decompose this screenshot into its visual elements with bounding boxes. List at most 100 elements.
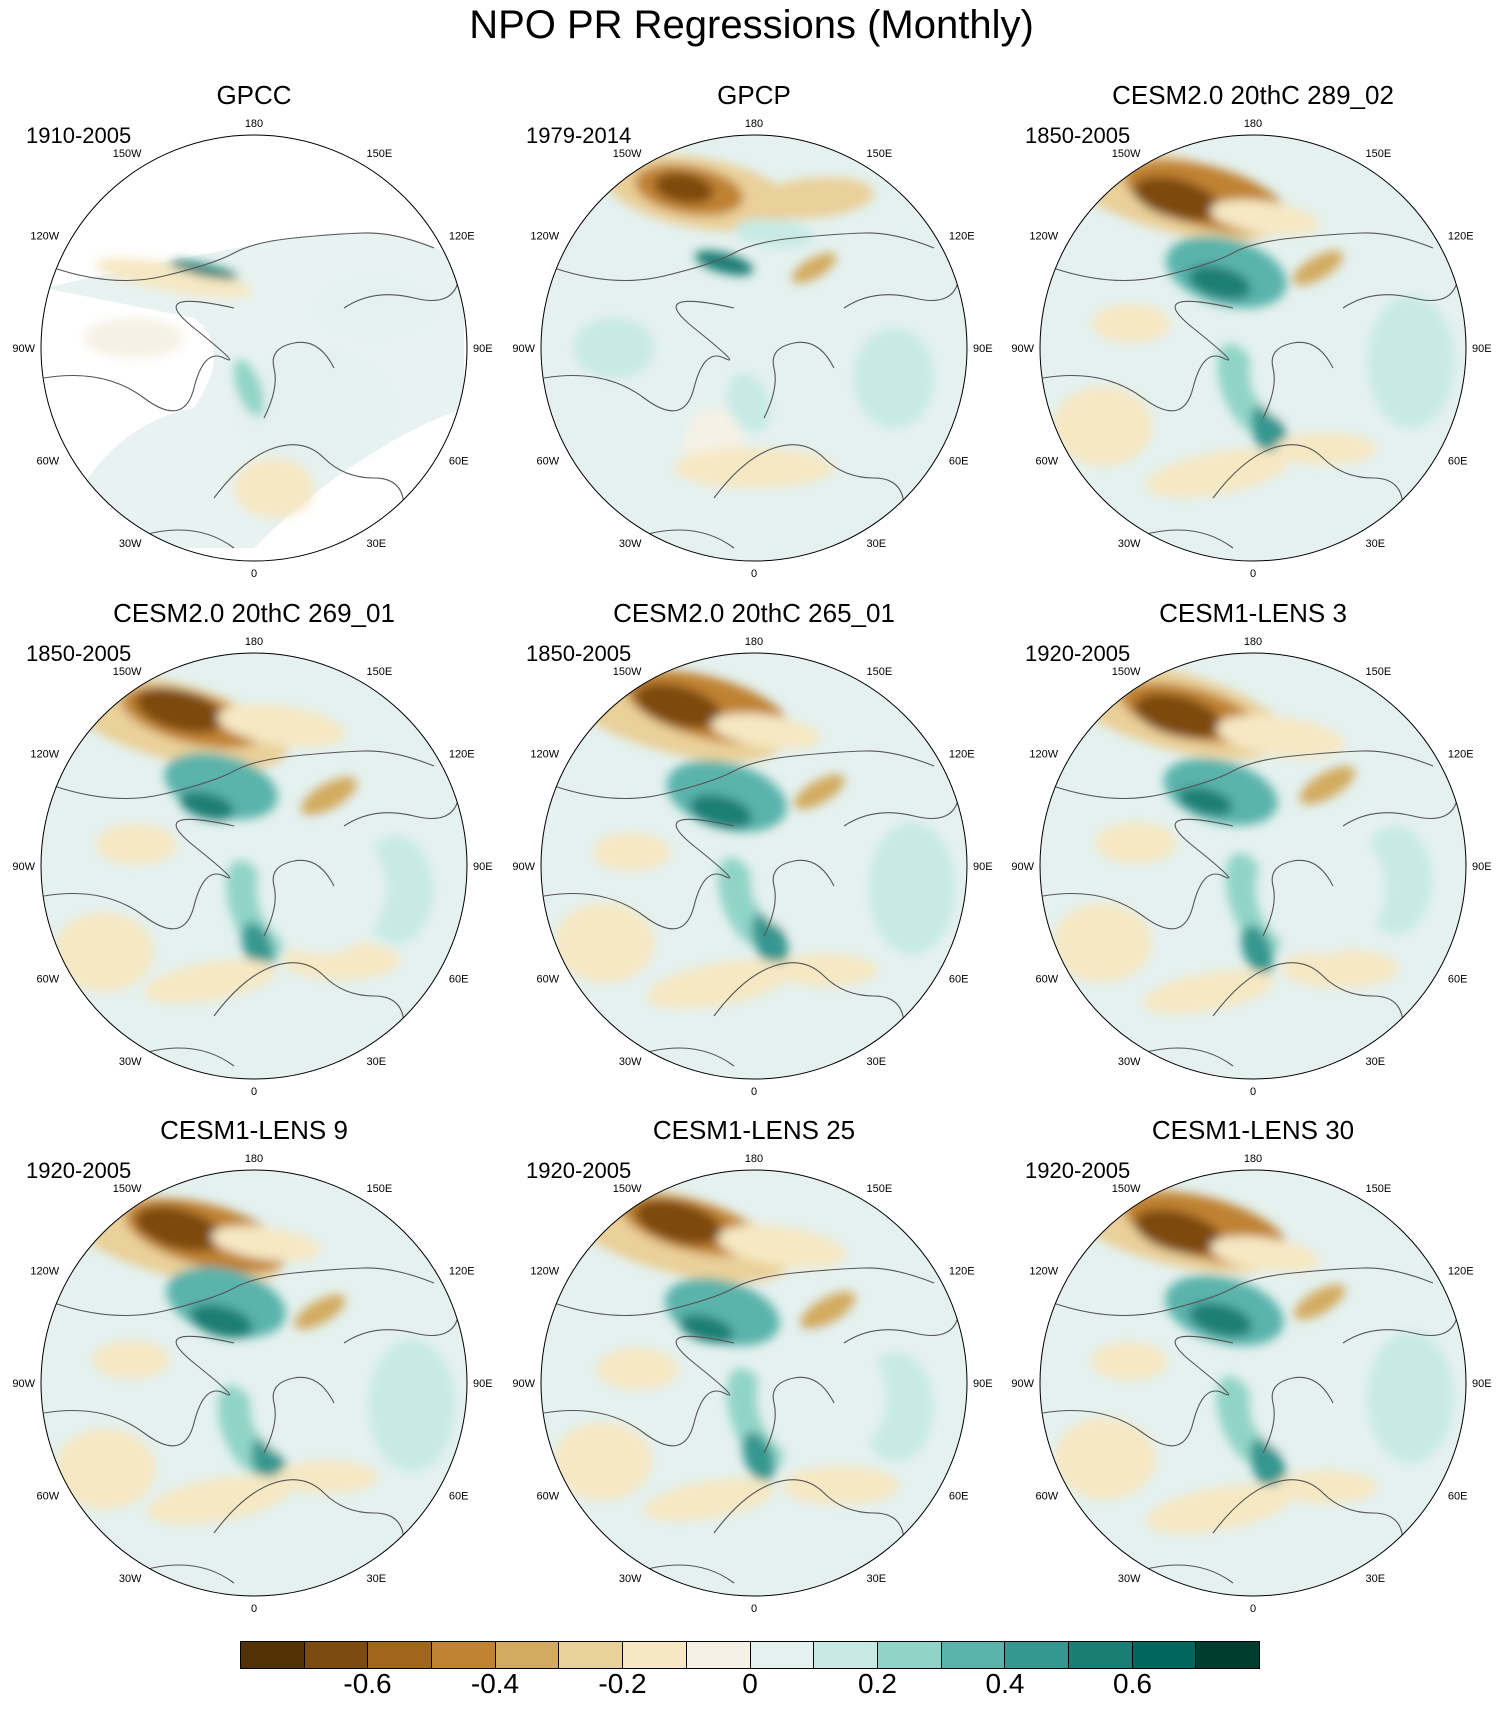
longitude-label: 90E [973,1378,993,1390]
longitude-label: 120E [1448,1266,1474,1278]
longitude-label: 30W [1118,538,1141,550]
figure-title: NPO PR Regressions (Monthly) [469,3,1034,47]
panel-title: CESM1-LENS 25 [652,1115,856,1145]
longitude-label: 90W [512,343,535,355]
longitude-label: 0 [1250,1603,1256,1615]
longitude-label: 150W [1112,1183,1141,1195]
longitude-label: 120W [530,749,559,761]
longitude-label: 120W [530,231,559,243]
panel-title: CESM1-LENS 9 [160,1115,348,1145]
longitude-label: 60E [449,456,469,468]
longitude-label: 60E [1448,974,1468,986]
polar-map [541,653,967,1079]
longitude-label: 30W [119,538,142,550]
longitude-label: 120W [1029,231,1058,243]
map-border [1039,134,1467,562]
longitude-label: 30E [367,1573,387,1585]
longitude-label: 120W [1029,749,1058,761]
polar-map [1040,1170,1466,1596]
longitude-label: 120W [1029,1266,1058,1278]
map-border [1039,652,1467,1080]
panel-period: 1910-2005 [26,123,132,148]
longitude-label: 30E [1366,538,1386,550]
polar-map [1040,653,1466,1079]
longitude-label: 90W [12,1378,35,1390]
longitude-label: 90E [1472,343,1492,355]
longitude-label: 120W [30,231,59,243]
polar-map [541,135,967,561]
longitude-label: 120E [949,231,975,243]
longitude-label: 30E [367,1056,387,1068]
map-border [1039,1169,1467,1597]
colorbar-tick-label: 0.4 [985,1668,1025,1699]
longitude-label: 60E [449,974,469,986]
panel-period: 1920-2005 [1025,641,1131,666]
longitude-label: 60W [1036,1491,1059,1503]
panel-period: 1920-2005 [26,1158,132,1183]
longitude-label: 30E [867,1573,887,1585]
longitude-label: 30W [1118,1056,1141,1068]
longitude-label: 180 [245,1153,263,1165]
colorbar-swatch [1005,1642,1069,1668]
longitude-label: 150E [867,148,893,160]
longitude-label: 150E [1366,148,1392,160]
longitude-label: 180 [1244,118,1262,130]
longitude-label: 0 [751,568,757,580]
polar-map [1040,135,1466,561]
longitude-label: 60W [37,456,60,468]
panel-title: CESM2.0 20thC 289_02 [1112,80,1394,110]
longitude-label: 60W [1036,974,1059,986]
longitude-label: 60W [537,456,560,468]
longitude-label: 60E [449,1491,469,1503]
longitude-label: 150E [867,666,893,678]
longitude-label: 90W [1011,861,1034,873]
longitude-label: 30W [119,1056,142,1068]
longitude-label: 150W [113,666,142,678]
longitude-label: 60E [1448,1491,1468,1503]
longitude-label: 120W [30,1266,59,1278]
longitude-label: 30W [619,1573,642,1585]
longitude-label: 30W [619,538,642,550]
longitude-label: 30W [1118,1573,1141,1585]
panel-title: GPCC [216,80,292,110]
longitude-label: 0 [751,1086,757,1098]
longitude-label: 150W [613,666,642,678]
colorbar-swatch [368,1642,433,1668]
longitude-label: 180 [745,1153,763,1165]
longitude-label: 90W [512,1378,535,1390]
longitude-label: 90W [1011,1378,1034,1390]
longitude-label: 150W [113,1183,142,1195]
panel-title: CESM2.0 20thC 265_01 [613,598,895,628]
colorbar-swatch [877,1642,942,1668]
panel-period: 1920-2005 [1025,1158,1131,1183]
longitude-label: 120W [30,749,59,761]
longitude-label: 150E [867,1183,893,1195]
longitude-label: 30E [1366,1056,1386,1068]
longitude-label: 0 [1250,568,1256,580]
longitude-label: 60W [1036,456,1059,468]
longitude-label: 150E [1366,666,1392,678]
polar-map [541,1170,967,1596]
longitude-label: 150W [1112,666,1141,678]
longitude-label: 180 [245,636,263,648]
panel-period: 1850-2005 [526,641,632,666]
colorbar-swatch [623,1642,687,1668]
longitude-label: 150W [613,148,642,160]
longitude-label: 0 [751,1603,757,1615]
map-border [540,652,968,1080]
longitude-label: 60E [949,456,969,468]
longitude-label: 180 [745,118,763,130]
colorbar-swatch [750,1642,815,1668]
longitude-label: 120E [949,1266,975,1278]
longitude-label: 150W [1112,148,1141,160]
longitude-label: 30E [867,538,887,550]
panel-period: 1920-2005 [526,1158,632,1183]
longitude-label: 150E [367,666,393,678]
colorbar-swatch [686,1642,751,1668]
longitude-label: 150E [367,1183,393,1195]
colorbar-tick-label: -0.6 [343,1668,392,1699]
polar-map [41,135,467,561]
panel-title: CESM2.0 20thC 269_01 [113,598,395,628]
longitude-label: 90W [512,861,535,873]
